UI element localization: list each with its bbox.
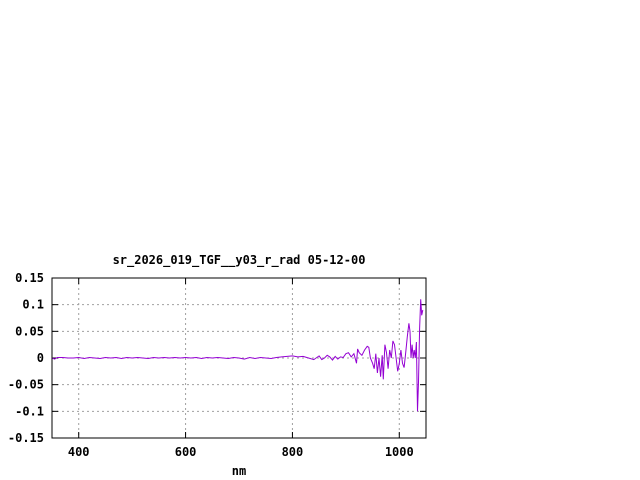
y-tick-label: -0.15 (8, 431, 44, 445)
x-axis: 400 600 800 1000 (68, 278, 414, 459)
y-tick-label: -0.1 (15, 404, 44, 418)
x-tick-label: 600 (175, 445, 197, 459)
y-tick-label: 0.05 (15, 324, 44, 338)
x-tick-label: 1000 (385, 445, 414, 459)
y-tick-label: 0.15 (15, 271, 44, 285)
y-tick-label: 0.1 (22, 298, 44, 312)
data-series-line (51, 299, 424, 412)
y-axis: -0.15 -0.1 -0.05 0 0.05 0.1 0.15 (8, 271, 426, 445)
plot-border (51, 277, 427, 439)
chart-title: sr_2026_019_TGF__y03_r_rad 05-12-00 (113, 253, 366, 268)
y-tick-label: 0 (37, 351, 44, 365)
y-tick-label: -0.05 (8, 378, 44, 392)
x-tick-label: 800 (282, 445, 304, 459)
x-axis-label: nm (232, 464, 246, 478)
x-tick-label: 400 (68, 445, 90, 459)
